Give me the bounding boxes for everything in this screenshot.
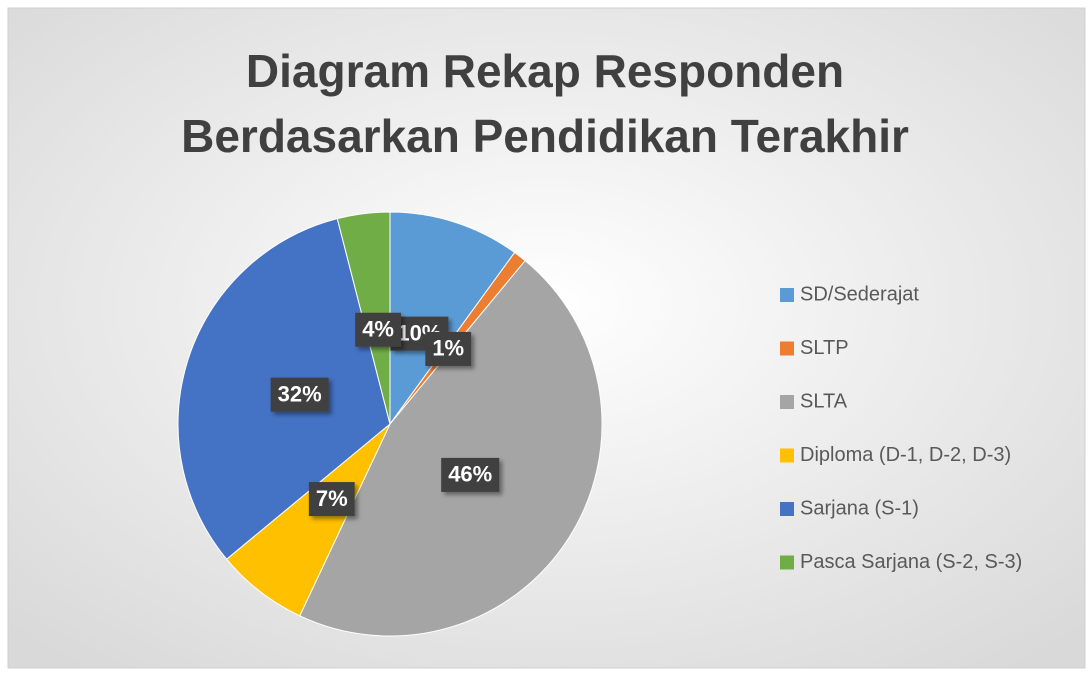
legend-swatch — [780, 555, 794, 570]
legend-swatch — [780, 288, 794, 302]
legend-label: Diploma (D-1, D-2, D-3) — [800, 444, 1011, 466]
data-label-text: 7% — [316, 486, 348, 511]
data-label-box — [308, 482, 355, 517]
data-label-text: 46% — [448, 462, 492, 487]
data-label-text: 32% — [278, 381, 322, 406]
legend-label: SLTP — [800, 337, 849, 359]
legend-swatch — [780, 448, 794, 463]
data-label: 4% — [355, 312, 401, 347]
chart-title: Diagram Rekap Responden — [246, 45, 844, 97]
legend-label: SD/Sederajat — [800, 283, 919, 305]
legend-label: SLTA — [800, 390, 848, 412]
data-label: 32% — [270, 377, 329, 412]
data-label: 46% — [441, 457, 500, 492]
chart-title: Berdasarkan Pendidikan Terakhir — [181, 110, 909, 162]
data-label-box — [270, 377, 329, 412]
pie-slice — [299, 259, 603, 637]
legend-label: Sarjana (S-1) — [800, 497, 919, 519]
legend-swatch — [780, 502, 794, 516]
legend-swatch — [780, 341, 794, 356]
legend-label: Pasca Sarjana (S-2, S-3) — [800, 551, 1022, 573]
data-label-box — [441, 457, 500, 492]
data-label-box — [355, 312, 401, 347]
data-label: 1% — [425, 331, 472, 366]
pie-slice — [389, 211, 516, 426]
data-label-text: 1% — [432, 336, 464, 361]
data-label: 7% — [308, 482, 355, 517]
legend-swatch — [780, 395, 794, 409]
data-label-text: 4% — [362, 317, 394, 342]
data-label-box — [425, 331, 472, 366]
